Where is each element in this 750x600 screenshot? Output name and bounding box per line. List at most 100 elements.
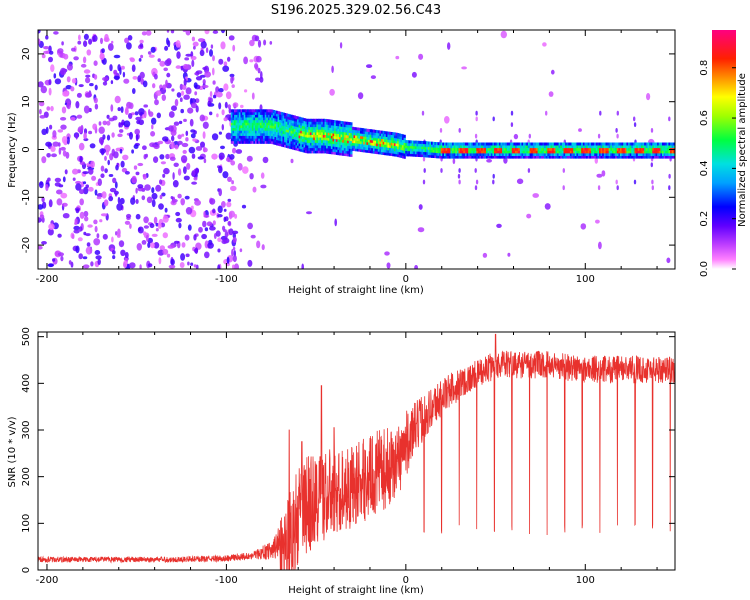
spectrogram-cell xyxy=(513,145,516,149)
spectrogram-cell xyxy=(566,153,569,156)
spectrogram-cell xyxy=(381,143,384,147)
spectrogram-cell xyxy=(670,150,673,154)
spectrogram-cell xyxy=(579,142,582,146)
spectrogram-cell xyxy=(117,107,121,112)
spectrogram-cell xyxy=(193,234,197,241)
spectrogram-cell xyxy=(500,153,503,156)
spectrogram-cell xyxy=(439,142,442,146)
spectrogram-cell xyxy=(274,110,277,114)
spectrogram-cell xyxy=(657,147,660,151)
spectrogram-cell xyxy=(364,141,367,145)
spectrogram-cell xyxy=(321,142,324,146)
spectrogram-cell xyxy=(605,155,608,159)
spectrogram-cell xyxy=(107,159,110,166)
spectrogram-cell xyxy=(183,175,190,181)
spectrogram-cell xyxy=(502,150,505,154)
spectrogram-cell xyxy=(161,94,166,101)
spectrogram-cell xyxy=(250,138,253,142)
spectrogram-cell xyxy=(240,117,243,121)
spectrogram-cell xyxy=(382,144,385,148)
spectrogram-cell xyxy=(305,126,308,130)
spectrogram-cell xyxy=(111,148,116,157)
spectrogram-cell xyxy=(418,146,421,150)
spectrogram-cell xyxy=(381,130,384,134)
spectrogram-cell xyxy=(611,147,615,151)
spectrogram-cell xyxy=(445,155,448,159)
spectrogram-cell xyxy=(332,138,335,142)
spectrogram-cell xyxy=(431,147,434,150)
spectrogram-cell xyxy=(513,142,516,146)
spectrogram-cell xyxy=(387,150,390,153)
spectrogram-cell xyxy=(626,147,629,151)
spectrogram-cell xyxy=(114,95,121,104)
spectrogram-cell xyxy=(463,147,466,151)
spectrogram-cell xyxy=(506,155,510,159)
spectrogram-cell xyxy=(649,142,652,146)
spectrogram-cell xyxy=(240,127,243,131)
spectrogram-cell xyxy=(527,147,531,151)
spectrogram-cell xyxy=(503,155,506,159)
spectrogram-cell xyxy=(416,146,419,149)
spectrogram-cell xyxy=(360,149,363,152)
spectrogram-cell xyxy=(321,139,324,143)
spectrogram-cell xyxy=(225,91,232,100)
spectrogram-cell xyxy=(398,136,401,140)
spectrogram-cell xyxy=(80,63,87,68)
spectrogram-cell xyxy=(145,234,149,242)
spectrogram-cell xyxy=(377,130,380,134)
spectrogram-cell xyxy=(179,83,184,91)
spectrogram-cell xyxy=(274,134,277,137)
spectrogram-cell xyxy=(329,119,332,123)
spectrogram-cell xyxy=(48,79,52,86)
spectrogram-cell xyxy=(368,131,371,135)
spectrogram-cell xyxy=(597,142,600,146)
spectrogram-cell xyxy=(534,153,537,156)
spectrogram-cell xyxy=(330,130,334,134)
spectrogram-cell xyxy=(393,148,397,152)
spectrogram-cell xyxy=(151,117,157,125)
spectrogram-cell xyxy=(498,153,502,156)
spectrogram-cell xyxy=(259,127,263,131)
spectrogram-cell xyxy=(79,211,85,219)
spectrogram-cell xyxy=(381,146,384,150)
spectrogram-cell xyxy=(267,119,271,123)
spectrogram-cell xyxy=(355,148,358,152)
spectrogram-cell xyxy=(353,137,356,141)
spectrogram-cell xyxy=(119,197,125,205)
spectrogram-cell xyxy=(238,122,242,126)
spectrogram-cell xyxy=(285,137,288,141)
spectrogram-cell xyxy=(382,133,385,137)
spectrogram-cell xyxy=(204,30,210,35)
spectrogram-cell xyxy=(282,125,285,129)
spectrogram-cell xyxy=(316,126,319,130)
spectrogram-cell xyxy=(94,250,101,255)
spectrogram-cell xyxy=(250,125,253,129)
spectrogram-cell xyxy=(292,128,295,132)
spectrogram-cell xyxy=(460,153,463,156)
spectrogram-cell xyxy=(339,126,342,130)
spectrogram-cell xyxy=(261,135,264,139)
spectrogram-cell xyxy=(301,141,304,145)
spectrogram-cell xyxy=(642,153,645,156)
spectrogram-cell xyxy=(230,140,233,144)
spectrogram-cell xyxy=(615,145,618,149)
spectrogram-cell xyxy=(637,155,640,159)
spectrogram-cell xyxy=(279,116,282,120)
spectrogram-cell xyxy=(45,141,52,147)
spectrogram-cell xyxy=(73,225,80,231)
spectrogram-cell xyxy=(204,227,209,232)
spectrogram-cell xyxy=(261,119,264,123)
spectrogram-cell xyxy=(395,145,398,149)
spectrogram-cell xyxy=(47,228,54,236)
spectrogram-y-axis-label: Frequency (Hz) xyxy=(7,112,18,188)
spectrogram-cell xyxy=(356,130,359,134)
spectrogram-cell xyxy=(439,145,442,148)
spectrogram-cell xyxy=(356,127,359,131)
spectrogram-cell xyxy=(266,138,269,142)
spectrogram-cell xyxy=(563,155,566,159)
spectrogram-cell xyxy=(261,138,264,142)
spectrogram-cell xyxy=(389,137,392,141)
spectrogram-cell xyxy=(665,155,668,159)
spectrogram-cell xyxy=(479,142,482,146)
spectrogram-cell xyxy=(397,146,400,150)
